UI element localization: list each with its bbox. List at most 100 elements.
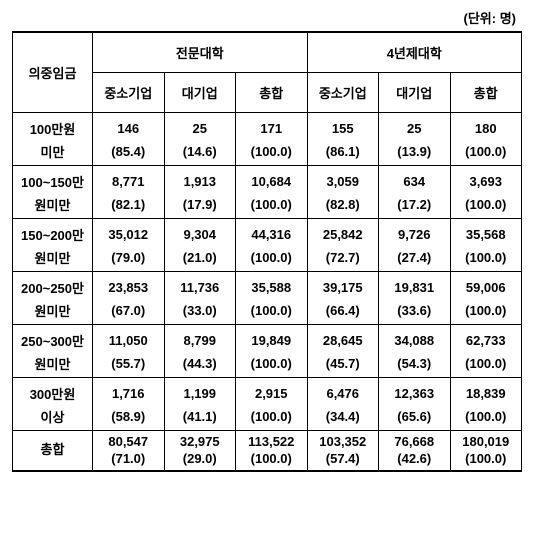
cell: 1,199 — [164, 377, 236, 405]
cell: 44,316 — [236, 218, 308, 246]
cell: (72.7) — [307, 246, 379, 272]
row-label: 원미만 — [13, 299, 93, 325]
cell: 12,363 — [379, 377, 451, 405]
cell: 34,088 — [379, 324, 451, 352]
table-row: 300만원1,7161,1992,9156,47612,36318,839 — [13, 377, 522, 405]
cell: (44.3) — [164, 352, 236, 378]
cell: 23,853 — [93, 271, 165, 299]
cell: 11,736 — [164, 271, 236, 299]
cell: (100.0) — [450, 352, 522, 378]
cell: (17.2) — [379, 193, 451, 219]
cell: (21.0) — [164, 246, 236, 272]
header-g2-big: 대기업 — [379, 72, 451, 112]
cell: 3,059 — [307, 165, 379, 193]
header-g2-sme: 중소기업 — [307, 72, 379, 112]
cell: (58.9) — [93, 405, 165, 431]
header-g1-big: 대기업 — [164, 72, 236, 112]
row-label: 300만원 — [13, 377, 93, 405]
cell: 35,568 — [450, 218, 522, 246]
cell: 18,839 — [450, 377, 522, 405]
cell: 39,175 — [307, 271, 379, 299]
cell: (41.1) — [164, 405, 236, 431]
table-body: 100만원1462517115525180미만(85.4)(14.6)(100.… — [13, 112, 522, 471]
cell: 11,050 — [93, 324, 165, 352]
cell: 146 — [93, 112, 165, 140]
cell: (100.0) — [236, 299, 308, 325]
table-row: 원미만(79.0)(21.0)(100.0)(72.7)(27.4)(100.0… — [13, 246, 522, 272]
cell: (82.8) — [307, 193, 379, 219]
cell: (67.0) — [93, 299, 165, 325]
unit-label: (단위: 명) — [12, 8, 522, 27]
cell: 3,693 — [450, 165, 522, 193]
cell: (100.0) — [450, 140, 522, 166]
header-group1: 전문대학 — [93, 32, 308, 72]
row-label: 원미만 — [13, 352, 93, 378]
cell: 25,842 — [307, 218, 379, 246]
cell: 62,733 — [450, 324, 522, 352]
cell: 113,522(100.0) — [236, 430, 308, 471]
row-label: 200~250만 — [13, 271, 93, 299]
table-row: 100만원1462517115525180 — [13, 112, 522, 140]
cell: 155 — [307, 112, 379, 140]
row-label: 250~300만 — [13, 324, 93, 352]
row-label: 100~150만 — [13, 165, 93, 193]
header-group2: 4년제대학 — [307, 32, 522, 72]
cell: 19,831 — [379, 271, 451, 299]
cell: 19,849 — [236, 324, 308, 352]
header-g1-tot: 총합 — [236, 72, 308, 112]
row-label: 총합 — [13, 430, 93, 471]
cell: 28,645 — [307, 324, 379, 352]
cell: (100.0) — [450, 299, 522, 325]
cell: (55.7) — [93, 352, 165, 378]
cell: 9,726 — [379, 218, 451, 246]
cell: (33.6) — [379, 299, 451, 325]
row-label: 150~200만 — [13, 218, 93, 246]
cell: (34.4) — [307, 405, 379, 431]
cell: (66.4) — [307, 299, 379, 325]
cell: (100.0) — [450, 193, 522, 219]
table-row: 이상(58.9)(41.1)(100.0)(34.4)(65.6)(100.0) — [13, 405, 522, 431]
table-row: 미만(85.4)(14.6)(100.0)(86.1)(13.9)(100.0) — [13, 140, 522, 166]
cell: (33.0) — [164, 299, 236, 325]
cell: 6,476 — [307, 377, 379, 405]
cell: 59,006 — [450, 271, 522, 299]
cell: (45.7) — [307, 352, 379, 378]
cell: 180 — [450, 112, 522, 140]
cell: (86.1) — [307, 140, 379, 166]
cell: (14.6) — [164, 140, 236, 166]
cell: (100.0) — [236, 193, 308, 219]
cell: 10,684 — [236, 165, 308, 193]
cell: 2,915 — [236, 377, 308, 405]
cell: (100.0) — [450, 405, 522, 431]
cell: (82.1) — [93, 193, 165, 219]
cell: 1,913 — [164, 165, 236, 193]
cell: 8,799 — [164, 324, 236, 352]
header-g1-sme: 중소기업 — [93, 72, 165, 112]
cell: 35,588 — [236, 271, 308, 299]
table-row: 원미만(82.1)(17.9)(100.0)(82.8)(17.2)(100.0… — [13, 193, 522, 219]
header-rowlabel: 의중임금 — [13, 32, 93, 112]
table-row: 200~250만23,85311,73635,58839,17519,83159… — [13, 271, 522, 299]
row-label: 미만 — [13, 140, 93, 166]
cell: (13.9) — [379, 140, 451, 166]
row-label: 이상 — [13, 405, 93, 431]
row-label: 원미만 — [13, 246, 93, 272]
cell: 103,352(57.4) — [307, 430, 379, 471]
table-row: 원미만(55.7)(44.3)(100.0)(45.7)(54.3)(100.0… — [13, 352, 522, 378]
cell: 180,019(100.0) — [450, 430, 522, 471]
row-label: 원미만 — [13, 193, 93, 219]
wage-table: 의중임금 전문대학 4년제대학 중소기업 대기업 총합 중소기업 대기업 총합 … — [12, 31, 522, 472]
cell: 9,304 — [164, 218, 236, 246]
cell: 35,012 — [93, 218, 165, 246]
cell: 634 — [379, 165, 451, 193]
cell: (79.0) — [93, 246, 165, 272]
cell: 1,716 — [93, 377, 165, 405]
cell: (100.0) — [236, 405, 308, 431]
cell: (100.0) — [450, 246, 522, 272]
cell: 80,547(71.0) — [93, 430, 165, 471]
table-row: 원미만(67.0)(33.0)(100.0)(66.4)(33.6)(100.0… — [13, 299, 522, 325]
cell: 25 — [379, 112, 451, 140]
table-row: 100~150만8,7711,91310,6843,0596343,693 — [13, 165, 522, 193]
cell: 32,975(29.0) — [164, 430, 236, 471]
cell: (100.0) — [236, 140, 308, 166]
